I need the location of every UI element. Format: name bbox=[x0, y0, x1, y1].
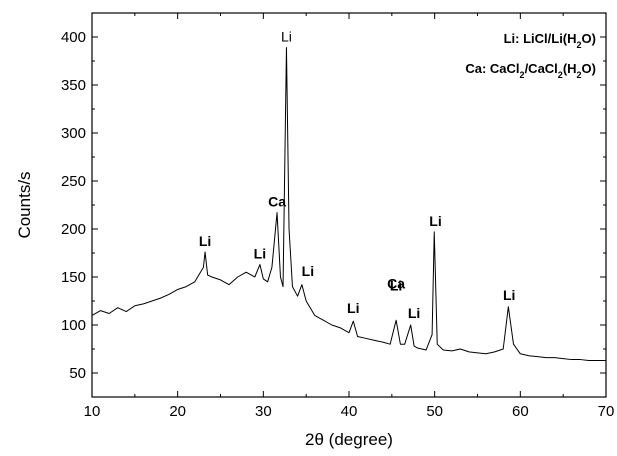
x-axis-ticks: 10 20 30 40 50 60 70 bbox=[84, 13, 615, 420]
x-tick-label: 50 bbox=[426, 403, 443, 420]
y-tick-label: 50 bbox=[69, 365, 86, 382]
xrd-pattern-line bbox=[91, 47, 606, 362]
peak-label: Li bbox=[281, 29, 292, 45]
y-tick-label: 100 bbox=[61, 317, 86, 334]
x-tick-label: 10 bbox=[84, 403, 101, 420]
y-tick-label: 350 bbox=[61, 77, 86, 94]
legend-entry: Li: LiCl/Li(H2O) bbox=[504, 31, 596, 50]
x-tick-label: 60 bbox=[512, 403, 529, 420]
y-tick-label: 400 bbox=[61, 29, 86, 46]
y-axis-ticks: 50 100 150 200 250 300 350 400 bbox=[61, 29, 606, 382]
y-tick-label: 200 bbox=[61, 221, 86, 238]
y-tick-label: 150 bbox=[61, 269, 86, 286]
legend: Li: LiCl/Li(H2O) Ca: CaCl2/CaCl2(H2O) bbox=[465, 31, 596, 80]
peak-label: Li bbox=[390, 277, 402, 293]
x-tick-label: 70 bbox=[598, 403, 615, 420]
peak-label: Li bbox=[254, 246, 266, 262]
peak-label: Li bbox=[503, 287, 515, 303]
series-layer bbox=[91, 47, 606, 362]
peak-label: Li bbox=[429, 213, 441, 229]
x-tick-label: 30 bbox=[255, 403, 272, 420]
peak-label: Ca bbox=[268, 194, 286, 210]
peak-label: Ca bbox=[387, 275, 405, 291]
x-tick-label: 20 bbox=[169, 403, 186, 420]
peak-label: Li bbox=[199, 233, 211, 249]
peak-label: Li bbox=[408, 305, 420, 321]
peak-label: Li bbox=[347, 300, 359, 316]
y-axis-title: Counts/s bbox=[15, 171, 34, 238]
x-axis-title: 2θ (degree) bbox=[305, 430, 393, 449]
legend-entry: Ca: CaCl2/CaCl2(H2O) bbox=[465, 61, 596, 80]
x-tick-label: 40 bbox=[341, 403, 358, 420]
peak-label: Li bbox=[302, 263, 314, 279]
y-tick-label: 250 bbox=[61, 173, 86, 190]
y-tick-label: 300 bbox=[61, 125, 86, 142]
